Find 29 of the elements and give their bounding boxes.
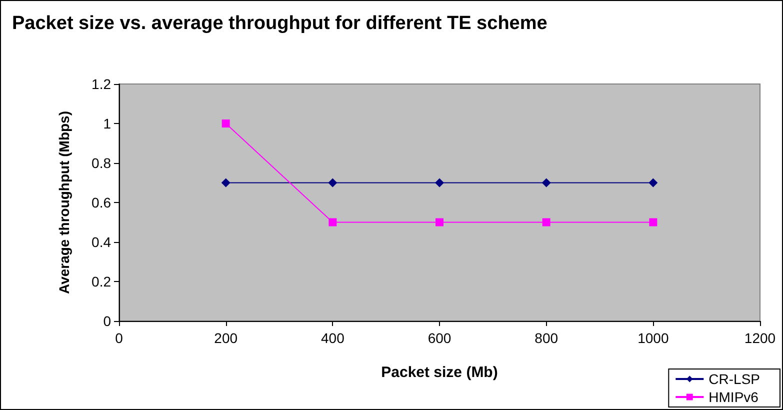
x-tick-label: 1000 — [638, 330, 669, 346]
point — [648, 178, 658, 188]
point — [436, 218, 444, 226]
x-tick-label: 200 — [214, 330, 238, 346]
y-tick-label: 0.8 — [92, 155, 112, 171]
x-tick-label: 800 — [534, 330, 558, 346]
chart-title: Packet size vs. average throughput for different TE scheme — [12, 13, 548, 34]
point — [328, 218, 337, 226]
x-tick-label: 0 — [115, 330, 124, 346]
y-tick-label: 0.4 — [92, 234, 112, 250]
point — [328, 178, 338, 188]
legend-label: CR-LSP — [708, 371, 760, 387]
y-tick-label: 1.2 — [92, 76, 112, 92]
point — [649, 218, 658, 226]
point — [222, 120, 230, 128]
y-tick-label: 0 — [103, 313, 112, 329]
point — [221, 178, 230, 188]
y-tick-label: 1 — [103, 116, 112, 132]
y-axis-title: Average throughput (Mbps) — [56, 110, 72, 294]
point — [542, 218, 550, 226]
x-tick-label: 1200 — [744, 330, 776, 346]
point — [435, 178, 444, 188]
y-tick-label: 0.2 — [92, 274, 112, 290]
point — [542, 178, 551, 188]
x-tick-label: 400 — [320, 330, 345, 346]
x-axis-title: Packet size (Mb) — [381, 364, 498, 381]
legend-label: HMIPv6 — [708, 389, 759, 405]
y-tick-label: 0.6 — [92, 194, 112, 210]
x-tick-label: 600 — [428, 330, 452, 346]
